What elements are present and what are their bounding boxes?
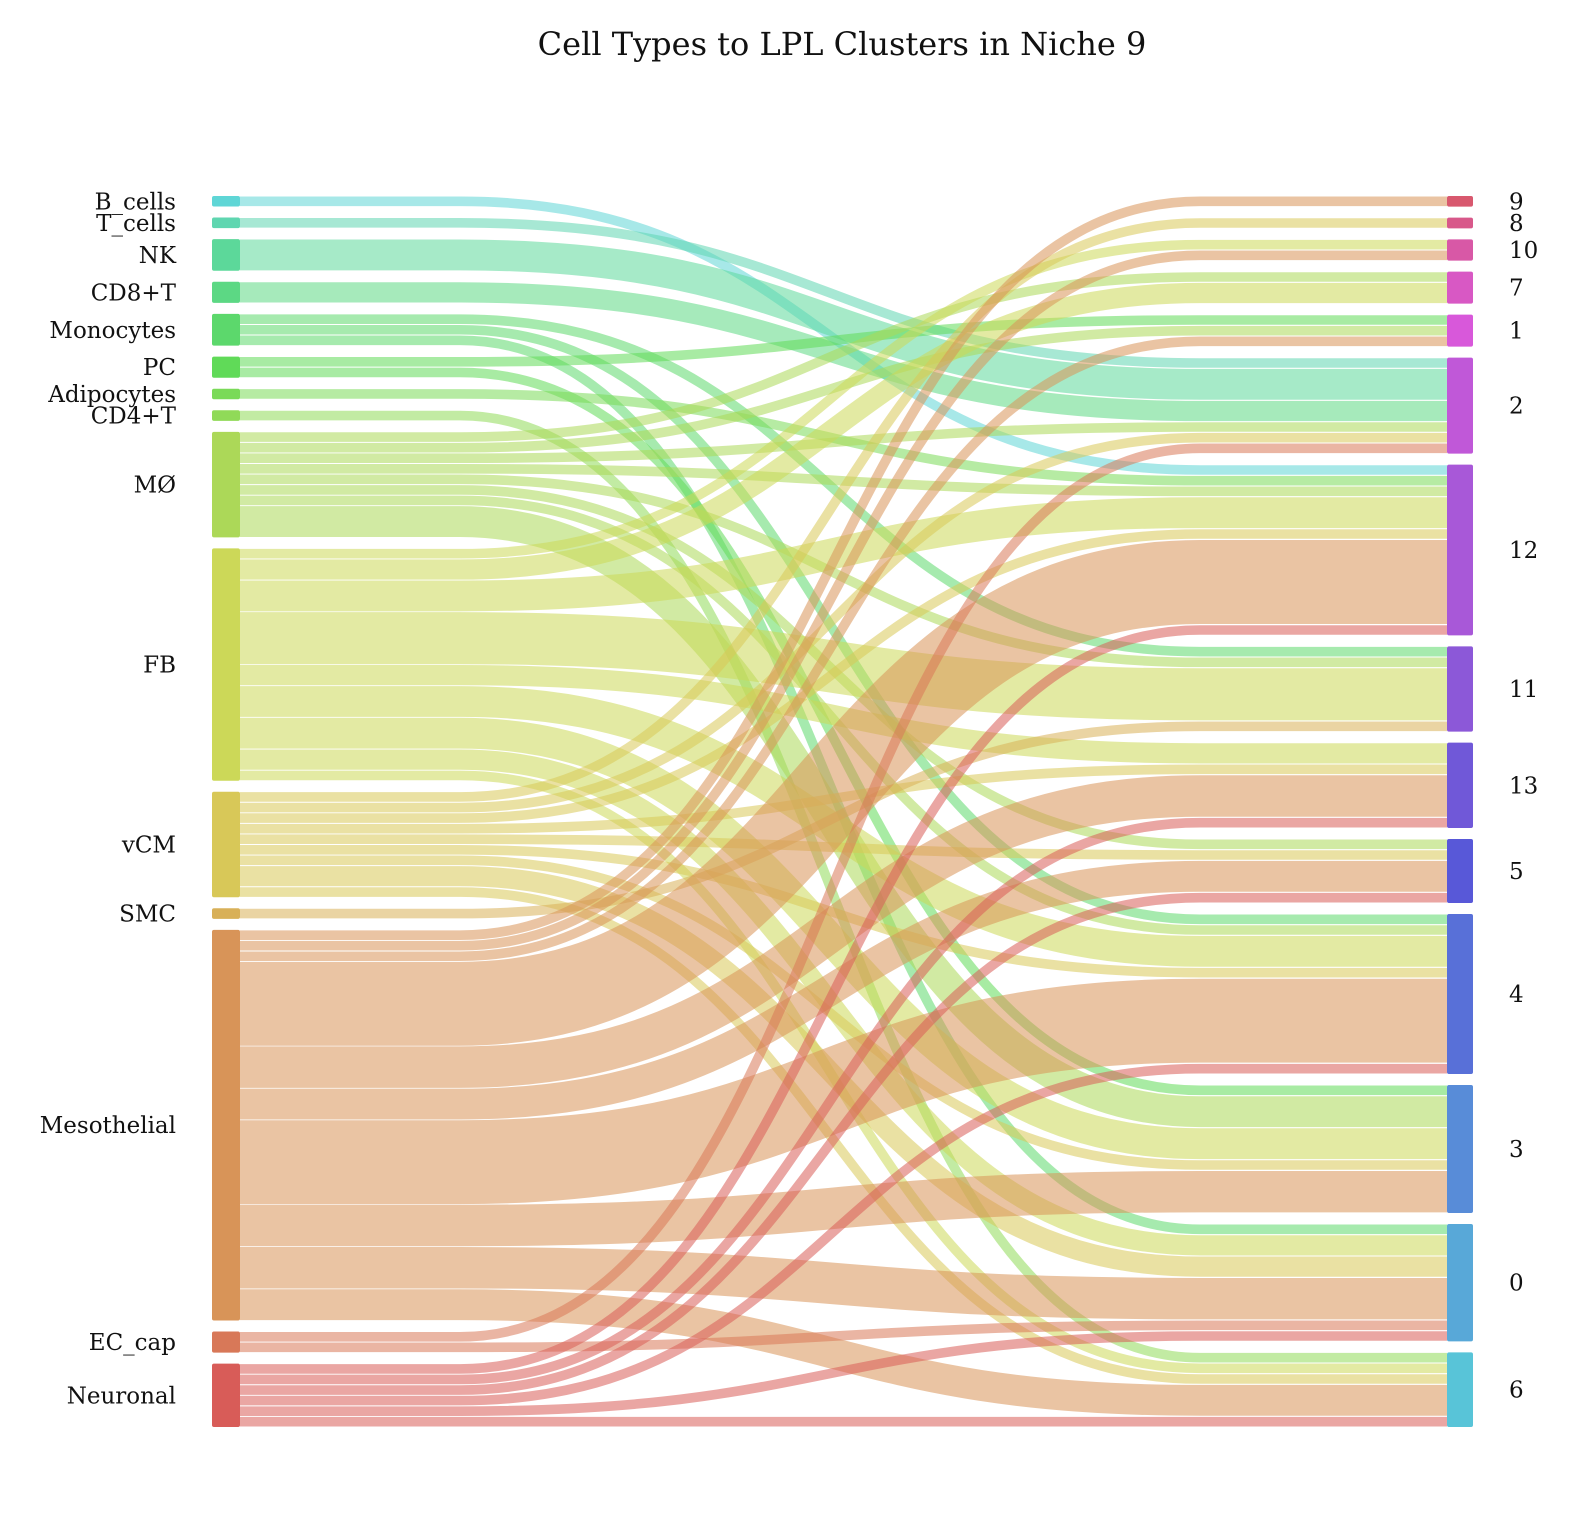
flow-fb-to-11: [240, 612, 1447, 721]
source-node-pc: [212, 356, 240, 378]
source-node-vcm: [212, 791, 240, 898]
flow-vcm-to-2: [240, 432, 1447, 813]
source-label-cd8-t: CD8+T: [91, 280, 177, 306]
target-label-11: 11: [1509, 677, 1538, 703]
target-label-5: 5: [1509, 859, 1524, 885]
source-label-vcm: vCM: [121, 833, 176, 859]
source-node-monocytes: [212, 313, 240, 346]
flow-mesothelial-to-3: [240, 1170, 1447, 1247]
target-label-12: 12: [1509, 538, 1538, 564]
target-label-6: 6: [1509, 1378, 1524, 1404]
target-label-13: 13: [1509, 773, 1538, 799]
source-label-cd4-t: CD4+T: [91, 404, 177, 430]
target-node-6: [1447, 1352, 1473, 1427]
flow-mesothelial-to-12: [240, 540, 1447, 1046]
chart-title: Cell Types to LPL Clusters in Niche 9: [538, 25, 1147, 63]
flow-ec-cap-to-2: [240, 443, 1447, 1342]
flow-neuronal-to-12: [240, 625, 1447, 1374]
source-label-b-cells: B_cells: [95, 189, 176, 215]
source-node-smc: [212, 908, 240, 919]
flow-mesothelial-to-1: [240, 336, 1447, 962]
flow-fb-to-12: [240, 497, 1447, 612]
source-node-nk: [212, 239, 240, 271]
target-label-1: 1: [1509, 319, 1524, 345]
source-label-nk: NK: [139, 243, 177, 269]
target-label-0: 0: [1509, 1271, 1524, 1297]
flow-t-cells-to-2: [240, 218, 1447, 368]
flow-neuronal-to-13: [240, 817, 1447, 1385]
flow-m-to-12: [240, 463, 1447, 497]
source-label-ec-cap: EC_cap: [89, 1330, 176, 1356]
target-node-0: [1447, 1224, 1473, 1342]
flow-vcm-to-12: [240, 529, 1447, 823]
source-label-monocytes: Monocytes: [49, 318, 176, 344]
target-node-8: [1447, 217, 1473, 229]
flow-fb-to-10: [240, 239, 1447, 559]
target-node-13: [1447, 742, 1473, 828]
flow-neuronal-to-0: [240, 1331, 1447, 1416]
source-node-b-cells: [212, 196, 240, 207]
flow-vcm-to-3: [240, 855, 1447, 1170]
flow-mesothelial-to-0: [240, 1247, 1447, 1320]
flow-pc-to-1: [240, 315, 1447, 367]
flow-mesothelial-to-13: [240, 775, 1447, 1088]
target-label-4: 4: [1509, 982, 1524, 1008]
flow-mesothelial-to-6: [240, 1289, 1447, 1416]
target-label-9: 9: [1509, 189, 1524, 215]
target-node-12: [1447, 464, 1473, 636]
target-label-8: 8: [1509, 211, 1524, 237]
source-node-adipocytes: [212, 388, 240, 400]
target-node-3: [1447, 1085, 1473, 1213]
flow-mesothelial-to-4: [240, 978, 1447, 1205]
source-node-ec-cap: [212, 1331, 240, 1353]
flow-mesothelial-to-10: [240, 250, 1447, 951]
source-label-mesothelial: Mesothelial: [40, 1113, 176, 1139]
source-label-adipocytes: Adipocytes: [47, 382, 176, 408]
flow-ec-cap-to-0: [240, 1320, 1447, 1353]
source-label-fb: FB: [143, 653, 176, 679]
source-label-smc: SMC: [119, 902, 176, 928]
source-label-t-cells: T_cells: [96, 211, 176, 237]
flow-nk-to-2: [240, 239, 1447, 400]
target-node-11: [1447, 646, 1473, 732]
target-node-2: [1447, 357, 1473, 454]
target-node-4: [1447, 914, 1473, 1074]
source-label-neuronal: Neuronal: [67, 1383, 176, 1409]
source-label-pc: PC: [143, 355, 176, 381]
flow-neuronal-to-5: [240, 892, 1447, 1395]
flow-cd8-t-to-2: [240, 282, 1447, 422]
source-node-cd8-t: [212, 281, 240, 303]
target-label-7: 7: [1509, 276, 1524, 302]
flow-m-to-1: [240, 325, 1447, 453]
target-node-9: [1447, 196, 1473, 207]
target-label-3: 3: [1509, 1137, 1524, 1163]
flow-vcm-to-8: [240, 218, 1447, 802]
source-node-t-cells: [212, 217, 240, 229]
sankey-nodes: [212, 196, 1473, 1427]
target-node-7: [1447, 271, 1473, 304]
source-label-m: MØ: [134, 473, 176, 499]
source-node-m: [212, 431, 240, 538]
source-node-fb: [212, 548, 240, 781]
source-node-neuronal: [212, 1363, 240, 1427]
target-node-1: [1447, 314, 1473, 347]
flow-fb-to-13: [240, 665, 1447, 764]
target-node-10: [1447, 239, 1473, 261]
flow-mesothelial-to-9: [240, 196, 1447, 940]
sankey-links: [240, 196, 1447, 1427]
flow-neuronal-to-4: [240, 1063, 1447, 1406]
flow-fb-to-7: [240, 282, 1447, 580]
target-node-5: [1447, 839, 1473, 903]
source-node-cd4-t: [212, 410, 240, 421]
target-label-2: 2: [1509, 394, 1524, 420]
source-node-mesothelial: [212, 929, 240, 1321]
target-label-10: 10: [1509, 238, 1538, 264]
